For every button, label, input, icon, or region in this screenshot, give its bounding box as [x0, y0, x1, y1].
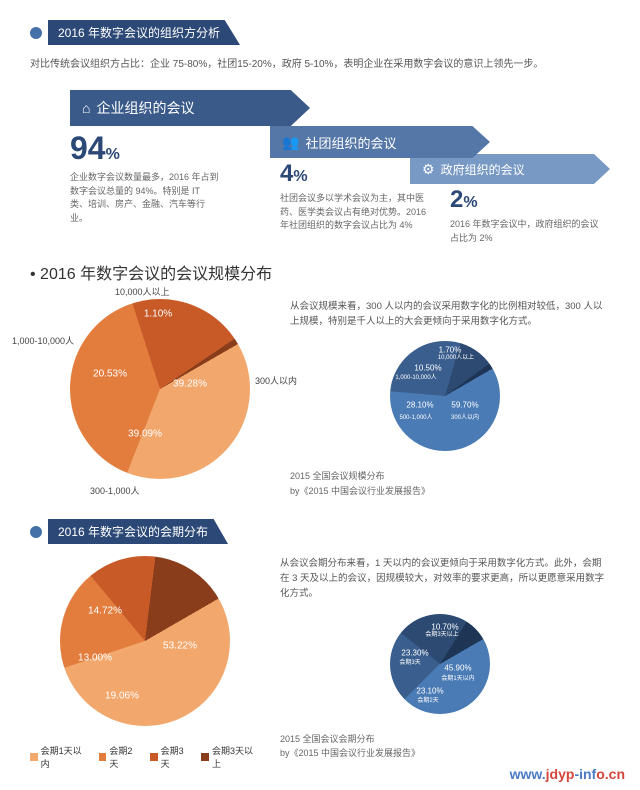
section3-left: 53.22% 19.06% 13.00% 14.72% 会期1天以内会期2天会期3天会…: [30, 556, 260, 770]
bullet-icon: [30, 27, 42, 39]
pie-scale-2016: 39.28%39.09%20.53%1.10%300人以内300-1,000人1…: [70, 299, 270, 499]
section1-intro: 对比传统会议组织方占比：企业 75-80%，社团15-20%，政府 5-10%，…: [30, 57, 610, 72]
pie-inner-label: 1,000-10,000人: [395, 375, 436, 385]
arrows-chart: ⌂企业组织的会议 👥社团组织的会议 ⚙政府组织的会议 94% 企业数字会议数量最…: [30, 90, 610, 210]
pie-outer-label: 300人以内: [255, 374, 297, 387]
section2-caption: 2015 全国会议规模分布by《2015 中国会议行业发展报告》: [290, 469, 610, 498]
pie-inner-label: 会期2天: [417, 697, 438, 707]
pie-pct-label: 1.10%: [144, 309, 172, 320]
bullet-icon: [30, 526, 42, 538]
pie-pct-label: 13.00%: [78, 653, 112, 664]
people-icon: 👥: [282, 134, 299, 151]
arrow-enterprise: ⌂企业组织的会议: [70, 90, 310, 126]
stat-government: 2% 2016 年数字会议中，政府组织的会议占比为 2%: [450, 186, 600, 245]
pie-scale-2015: 59.70%28.10%10.50%1.70%300人以内500-1,000人1…: [390, 341, 510, 461]
house-icon: ⌂: [82, 100, 90, 116]
pie-pct-label: 59.70%: [451, 400, 478, 413]
pie-pct-label: 19.06%: [105, 691, 139, 702]
section3-header: 2016 年数字会议的会期分布: [30, 519, 610, 544]
pie-chart: [70, 299, 250, 479]
section3-title: 2016 年数字会议的会期分布: [48, 519, 228, 544]
pie-pct-label: 28.10%: [406, 400, 433, 413]
pie-pct-label: 39.09%: [128, 429, 162, 440]
pie-inner-label: 会期3天: [399, 659, 420, 669]
section3-caption: 2015 全国会议会期分布by《2015 中国会议行业发展报告》: [280, 732, 610, 761]
pie-outer-label: 1,000-10,000人: [12, 334, 74, 347]
pie-pct-label: 20.53%: [93, 369, 127, 380]
section2-desc: 从会议规模来看，300 人以内的会议采用数字化的比例相对较低，300 人以上规模…: [290, 299, 610, 329]
gear-icon: ⚙: [422, 161, 435, 178]
arrow-government: ⚙政府组织的会议: [410, 154, 610, 184]
pie-duration-2016: 53.22% 19.06% 13.00% 14.72%: [60, 556, 240, 736]
pie-inner-label: 300人以内: [451, 415, 479, 425]
legend-item: 会期3天以上: [201, 744, 260, 770]
pie-inner-label: 500-1,000人: [399, 415, 432, 425]
pie-outer-label: 10,000人以上: [115, 285, 170, 298]
section2-row: 39.28% 39.09% 20.53% 1.10% 300人以内 300-1,000人 1…: [30, 299, 610, 499]
legend-item: 会期2天: [99, 744, 140, 770]
pie-inner-label: 会期3天以上: [425, 631, 458, 641]
stat-enterprise: 94% 企业数字会议数量最多，2016 年占到数字会议总量的 94%。特别是 I…: [70, 130, 220, 225]
section1-header: 2016 年数字会议的组织方分析: [30, 20, 610, 45]
section3-desc: 从会议会期分布来看，1 天以内的会议更倾向于采用数字化方式。此外，会期在 3 天…: [280, 556, 610, 602]
pie-chart: [60, 556, 230, 726]
pie-outer-label: 300-1,000人: [90, 484, 140, 497]
section3-row: 53.22%19.06%13.00%14.72% 会期1天以内会期2天会期3天会…: [30, 556, 610, 770]
section1-title: 2016 年数字会议的组织方分析: [48, 20, 240, 45]
legend-item: 会期3天: [150, 744, 191, 770]
watermark: www.jdyp-info.cn: [510, 766, 625, 782]
arrow-society: 👥社团组织的会议: [270, 126, 490, 158]
section2-title: 2016 年数字会议的会议规模分布: [30, 260, 610, 284]
legend-item: 会期1天以内: [30, 744, 89, 770]
section3-right: 从会议会期分布来看，1 天以内的会议更倾向于采用数字化方式。此外，会期在 3 天…: [280, 556, 610, 760]
section2-right: 从会议规模来看，300 人以内的会议采用数字化的比例相对较低，300 人以上规模…: [290, 299, 610, 498]
pie-pct-label: 53.22%: [163, 641, 197, 652]
pie-pct-label: 39.28%: [173, 379, 207, 390]
pie-pct-label: 14.72%: [88, 606, 122, 617]
pie-pct-label: 45.90%: [444, 662, 471, 675]
pie-inner-label: 10,000人以上: [438, 355, 474, 365]
pie-inner-label: 会期1天以内: [441, 675, 474, 685]
stat-society: 4% 社团会议多以学术会议为主，其中医药、医学类会议占有绝对优势。2016 年社…: [280, 160, 430, 233]
duration-legend: 会期1天以内会期2天会期3天会期3天以上: [30, 744, 260, 770]
pie-duration-2015: 45.90%23.10%23.30%10.70%会期1天以内会期2天会期3天会期…: [390, 614, 500, 724]
